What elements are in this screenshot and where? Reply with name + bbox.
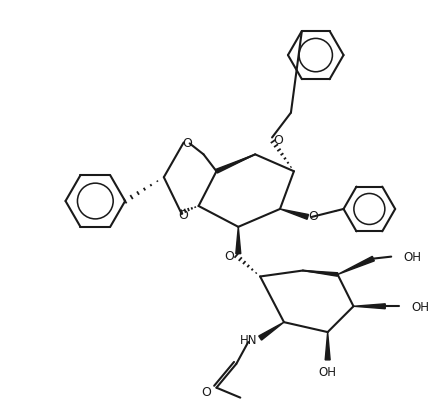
Polygon shape	[216, 155, 255, 174]
Text: O: O	[183, 137, 193, 150]
Text: HN: HN	[240, 333, 257, 346]
Polygon shape	[280, 209, 308, 220]
Polygon shape	[303, 271, 338, 276]
Polygon shape	[353, 304, 385, 309]
Text: OH: OH	[403, 250, 421, 263]
Text: OH: OH	[411, 300, 429, 313]
Text: O: O	[308, 210, 318, 223]
Text: OH: OH	[319, 365, 337, 378]
Polygon shape	[236, 227, 241, 254]
Text: O: O	[178, 209, 187, 222]
Text: O: O	[202, 385, 212, 398]
Polygon shape	[259, 322, 284, 340]
Text: O: O	[273, 134, 283, 146]
Text: O: O	[225, 249, 234, 263]
Polygon shape	[337, 257, 375, 275]
Polygon shape	[325, 332, 330, 360]
